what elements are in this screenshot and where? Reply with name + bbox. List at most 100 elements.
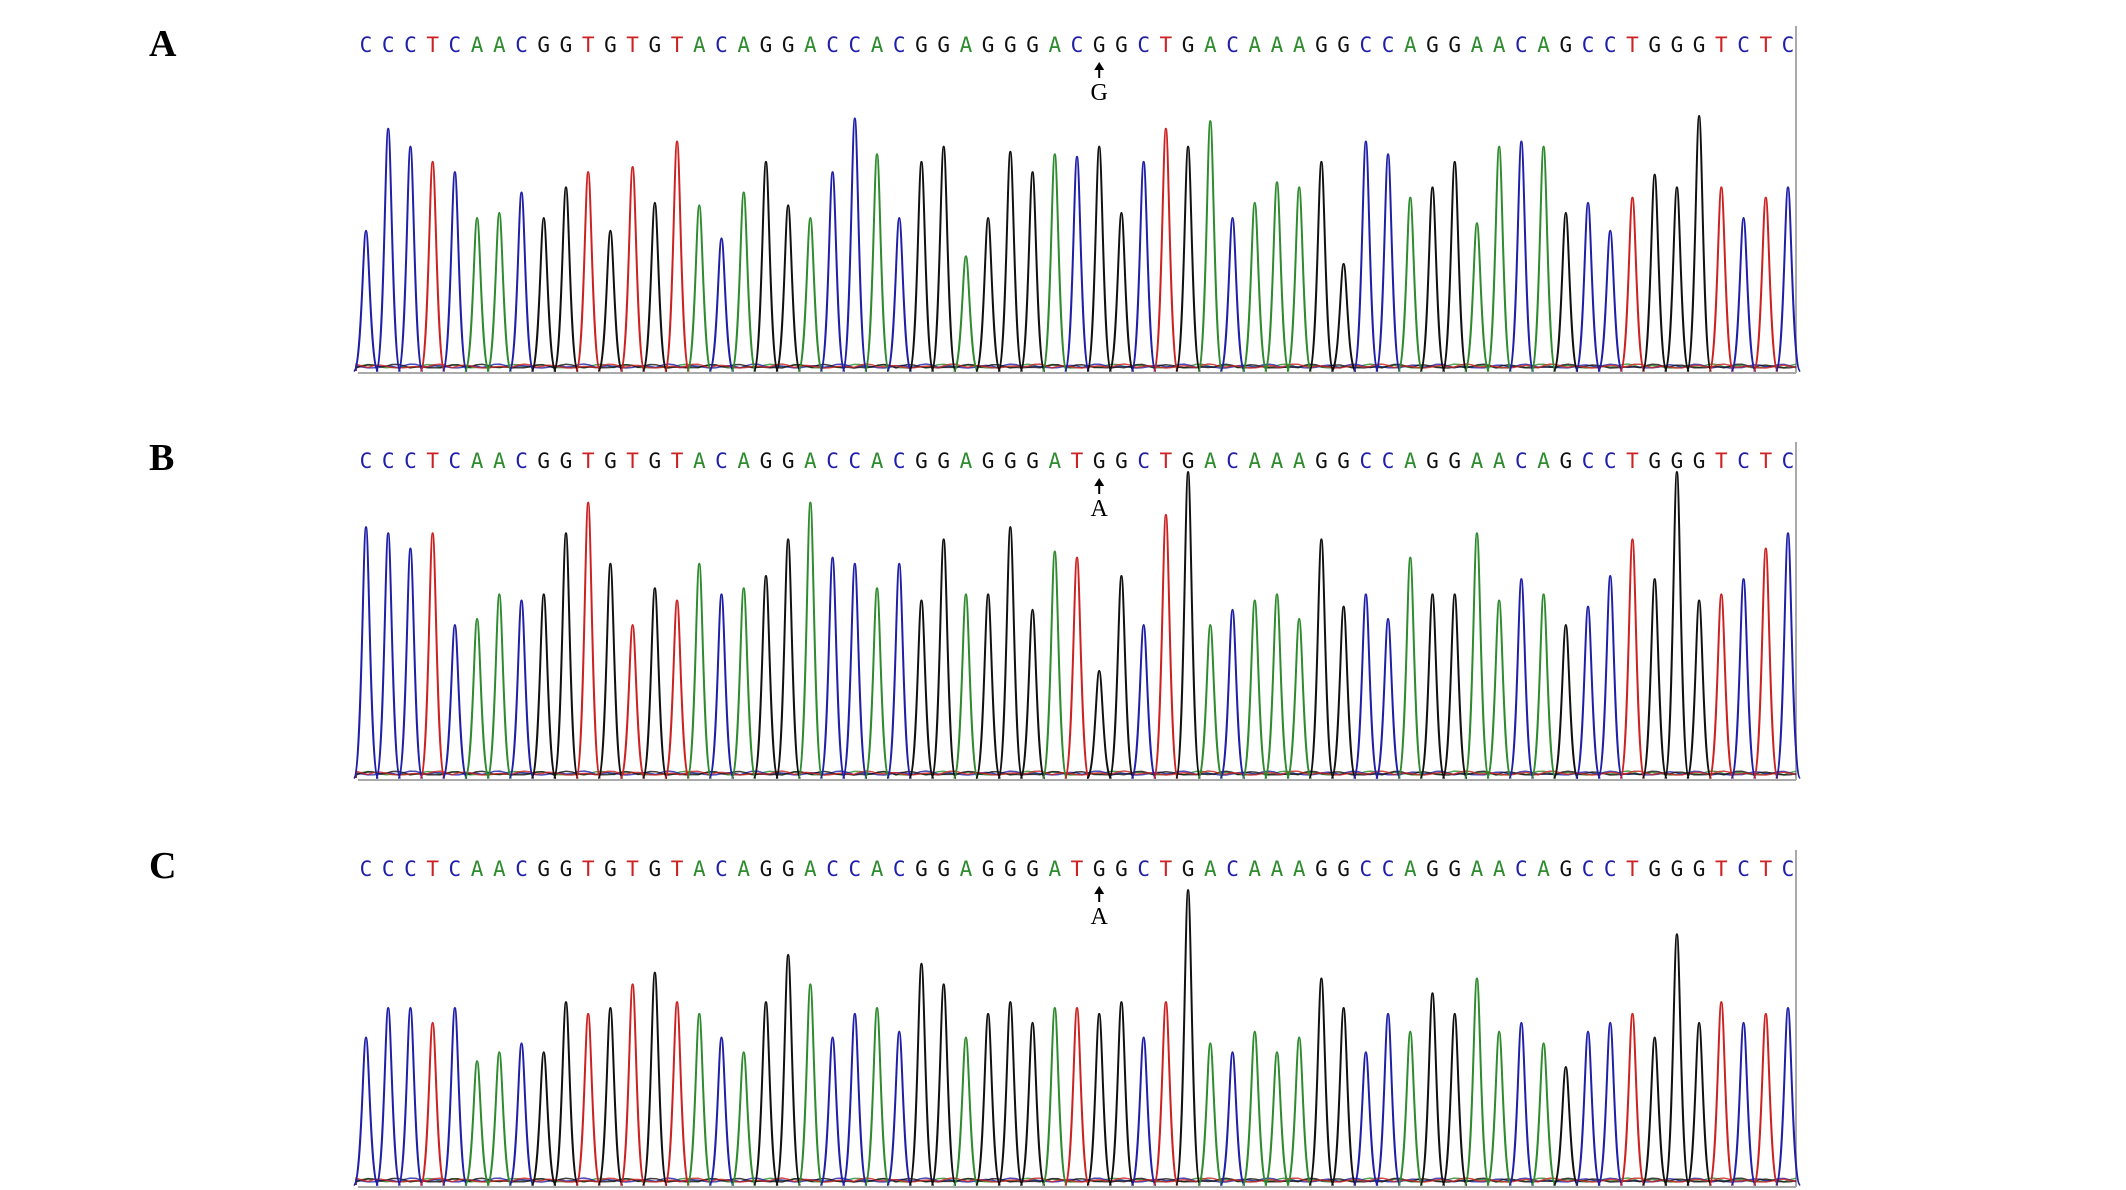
base-call-21: C [826, 33, 839, 57]
peak-17 [730, 1051, 757, 1186]
base-call-59: G [1671, 33, 1684, 57]
base-call-22: C [848, 857, 861, 881]
peak-23 [863, 587, 891, 779]
base-call-61: T [1715, 449, 1728, 473]
peak-34 [1108, 575, 1135, 779]
base-call-40: A [1248, 449, 1261, 473]
base-call-47: A [1404, 449, 1417, 473]
base-call-44: G [1337, 857, 1350, 881]
base-call-1: C [382, 33, 395, 57]
base-call-33: G [1093, 449, 1106, 473]
peak-53 [1530, 1042, 1557, 1186]
base-call-6: A [493, 33, 506, 57]
peak-54 [1552, 1065, 1580, 1186]
peak-58 [1641, 1036, 1668, 1186]
peak-10 [574, 501, 602, 779]
base-call-52: C [1515, 33, 1528, 57]
base-call-13: G [649, 33, 662, 57]
peak-62 [1730, 578, 1757, 779]
base-call-22: C [848, 449, 861, 473]
peak-0 [352, 1036, 380, 1186]
peak-42 [1285, 617, 1313, 779]
base-call-63: T [1759, 857, 1772, 881]
peak-55 [1574, 605, 1602, 779]
peak-18 [752, 160, 780, 372]
base-call-51: A [1493, 449, 1506, 473]
base-call-3: T [426, 449, 439, 473]
peak-14 [663, 1001, 691, 1186]
base-call-8: G [537, 857, 550, 881]
peak-63 [1752, 1012, 1779, 1186]
base-call-62: C [1737, 33, 1750, 57]
base-call-14: T [671, 449, 684, 473]
peak-30 [1019, 608, 1046, 779]
base-call-31: A [1048, 857, 1061, 881]
base-call-10: T [582, 449, 595, 473]
base-call-43: G [1315, 449, 1328, 473]
base-call-10: T [582, 857, 595, 881]
peak-42 [1285, 1036, 1313, 1186]
base-call-36: T [1160, 857, 1173, 881]
peak-49 [1441, 593, 1468, 779]
base-call-16: C [715, 449, 728, 473]
peak-62 [1730, 216, 1757, 372]
panel-label-b: B [149, 437, 175, 479]
variant-label: G [1091, 80, 1108, 106]
panel-label-a: A [149, 23, 177, 65]
base-call-2: C [404, 33, 417, 57]
base-call-28: G [982, 857, 995, 881]
base-call-21: C [826, 449, 839, 473]
peak-12 [619, 983, 646, 1186]
peak-52 [1508, 140, 1535, 372]
peak-27 [952, 593, 980, 779]
peak-40 [1241, 201, 1268, 372]
peak-12 [619, 623, 646, 779]
peak-8 [530, 216, 557, 372]
base-call-57: T [1626, 33, 1639, 57]
peak-50 [1463, 222, 1491, 372]
base-call-12: T [626, 33, 639, 57]
peak-55 [1574, 1030, 1602, 1186]
peak-5 [463, 617, 491, 779]
peak-18 [752, 575, 780, 779]
base-call-13: G [649, 449, 662, 473]
base-call-0: C [360, 857, 373, 881]
peak-42 [1285, 186, 1313, 372]
peak-39 [1219, 608, 1246, 779]
base-call-36: T [1160, 449, 1173, 473]
base-call-7: C [515, 449, 528, 473]
base-call-1: C [382, 857, 395, 881]
base-call-32: T [1071, 857, 1084, 881]
peak-27 [952, 1036, 980, 1186]
peak-13 [641, 971, 669, 1186]
peak-26 [930, 145, 957, 372]
peak-34 [1108, 211, 1135, 372]
base-call-5: A [471, 857, 484, 881]
peak-39 [1219, 1051, 1246, 1186]
base-call-48: G [1426, 857, 1439, 881]
peak-26 [930, 983, 957, 1186]
base-call-58: G [1648, 449, 1661, 473]
base-call-46: C [1382, 449, 1395, 473]
base-call-16: C [715, 33, 728, 57]
base-call-63: T [1759, 449, 1772, 473]
base-call-9: G [560, 449, 573, 473]
peak-37 [1174, 888, 1202, 1186]
base-call-32: C [1071, 33, 1084, 57]
base-call-30: G [1026, 33, 1039, 57]
peak-30 [1019, 171, 1046, 372]
peak-33 [1086, 669, 1113, 779]
peak-37 [1174, 145, 1202, 372]
peak-53 [1530, 593, 1557, 779]
peak-22 [841, 562, 869, 779]
peak-56 [1597, 1021, 1624, 1186]
base-call-41: A [1271, 857, 1284, 881]
peak-8 [530, 1051, 557, 1186]
peak-6 [486, 593, 513, 779]
base-call-9: G [560, 857, 573, 881]
peak-4 [441, 1006, 469, 1186]
peak-48 [1419, 593, 1446, 779]
